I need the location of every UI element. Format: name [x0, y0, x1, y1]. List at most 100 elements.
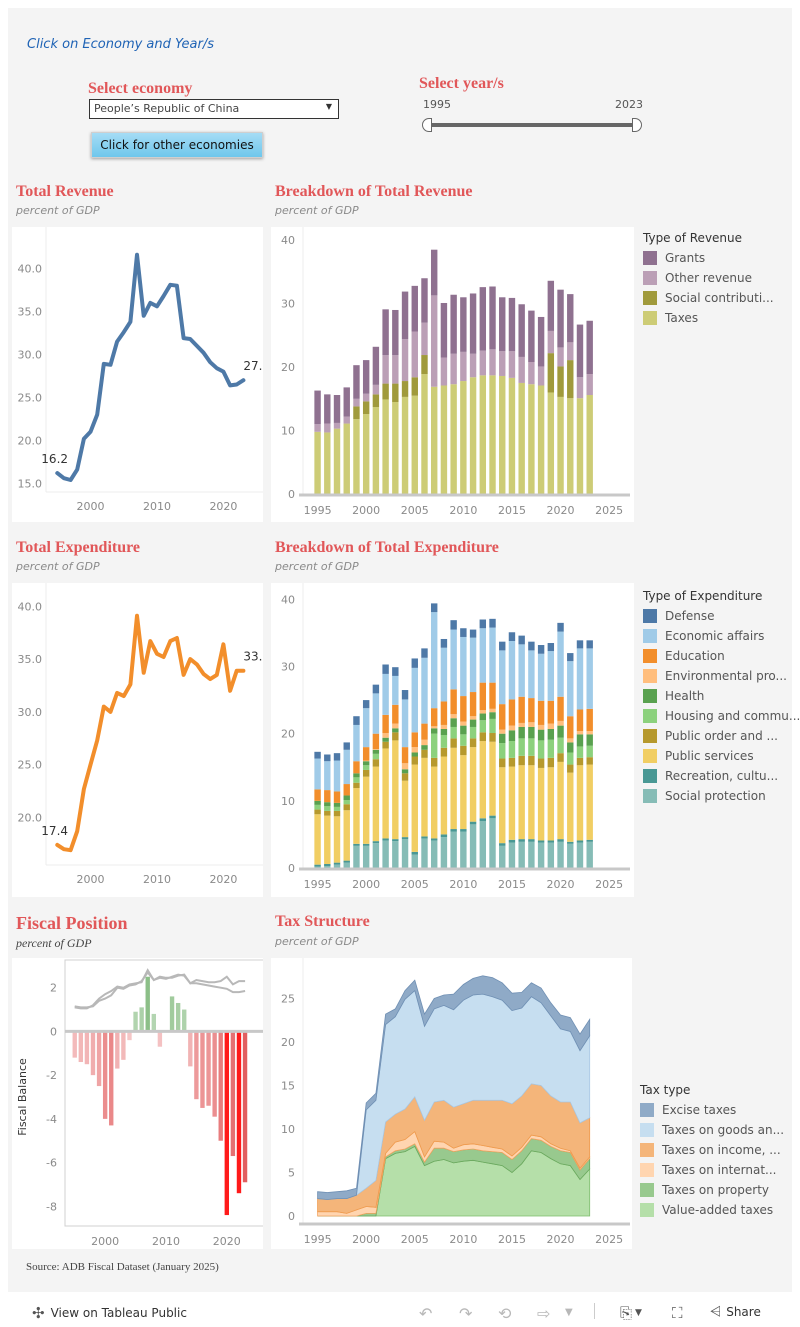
bar-segment [567, 294, 574, 343]
bar-segment [586, 839, 593, 842]
year-start-handle[interactable] [422, 118, 432, 132]
bar-segment [333, 806, 341, 811]
view-on-tableau-public-link[interactable]: ✣ View on Tableau Public [32, 1304, 187, 1322]
legend-item[interactable]: Economic affairs [643, 626, 800, 646]
legend-item[interactable]: Taxes on goods an... [640, 1120, 784, 1140]
x-tick-label: 2020 [547, 1233, 575, 1246]
legend-item[interactable]: Housing and commu... [643, 706, 800, 726]
legend-item[interactable]: Taxes on internat... [640, 1160, 784, 1180]
legend-item[interactable]: Health [643, 686, 800, 706]
legend-swatch [640, 1183, 654, 1197]
source-note: Source: ADB Fiscal Dataset (January 2025… [26, 1261, 219, 1273]
legend-item[interactable]: Taxes [643, 308, 774, 328]
year-end-handle[interactable] [632, 118, 642, 132]
legend-item[interactable]: Grants [643, 248, 774, 268]
legend-label: Environmental pro... [665, 669, 787, 683]
bar-segment [499, 729, 506, 734]
other-economies-button[interactable]: Click for other economies [91, 132, 263, 158]
bar-segment [557, 622, 564, 632]
bar-segment [333, 810, 341, 817]
bar-segment [324, 790, 331, 803]
x-tick-label: 2020 [547, 504, 575, 517]
tableau-logo-icon: ✣ [32, 1304, 45, 1322]
bar-segment [372, 753, 380, 760]
bar-segment [469, 629, 477, 638]
legend-label: Grants [665, 251, 706, 265]
revenue-breakdown-chart[interactable]: 0 10 20 30 40 1995 2000 2005 2010 2015 2020 2025 [271, 227, 634, 522]
bar-segment [372, 766, 380, 842]
bar-segment [499, 843, 506, 846]
bar-segment [362, 747, 370, 761]
year-range-slider[interactable] [431, 123, 641, 127]
bar-segment [353, 419, 360, 494]
legend-item[interactable]: Taxes on income, ... [640, 1140, 784, 1160]
y-tick-label: 20.0 [18, 811, 43, 824]
legend-label: Value-added taxes [662, 1203, 774, 1217]
bar-segment [450, 620, 457, 630]
y-tick-label: 30 [281, 661, 295, 674]
legend-item[interactable]: Other revenue [643, 268, 774, 288]
x-tick-label: 2000 [77, 873, 105, 886]
bar-segment [382, 838, 389, 841]
bar-segment [557, 737, 564, 754]
bar-segment [362, 843, 370, 846]
redo-icon[interactable]: ↷ [459, 1304, 473, 1323]
bar-segment [382, 309, 389, 356]
bar-segment [508, 699, 516, 726]
bar-segment [576, 765, 584, 841]
bar-segment [469, 377, 477, 494]
total-revenue-chart[interactable]: 15.0 20.0 25.0 30.0 35.0 40.0 2000 2010 2020 16.2… [12, 227, 263, 522]
bar-segment [508, 351, 516, 378]
legend-item[interactable]: Excise taxes [640, 1100, 784, 1120]
revert-icon[interactable]: ⟲ [498, 1304, 512, 1323]
expenditure-breakdown-chart[interactable]: 0 10 20 30 40 1995 2000 2005 2010 2015 2020 2025 [271, 583, 634, 897]
bar-segment [362, 414, 370, 494]
bar-segment [362, 845, 370, 868]
y-tick-label: 30 [281, 298, 295, 311]
share-button[interactable]: ⩤ Share [710, 1304, 761, 1320]
legend-item[interactable]: Social protection [643, 786, 800, 806]
data-label: 33.9 [243, 650, 263, 664]
legend-item[interactable]: Public services [643, 746, 800, 766]
bar-segment [460, 636, 467, 697]
fiscal-position-chart[interactable]: -8 -6 -4 -2 0 2 2000 2010 2020 Fiscal Balance [12, 958, 263, 1249]
legend-item[interactable]: Recreation, cultu... [643, 766, 800, 786]
legend-item[interactable]: Taxes on property [640, 1180, 784, 1200]
legend-swatch [643, 251, 657, 265]
bar-segment [450, 831, 457, 868]
balance-bar [188, 1031, 193, 1067]
legend-label: Health [665, 689, 705, 703]
bar-segment [479, 350, 487, 376]
bar-segment [537, 758, 545, 768]
bar-segment [421, 745, 428, 750]
legend-item[interactable]: Education [643, 646, 800, 666]
legend-label: Housing and commu... [665, 709, 800, 723]
bar-segment [401, 763, 409, 770]
tableau-toolbar: ✣ View on Tableau Public ↶ ↷ ⟲ ⇨ ▼ ⎘ ▼ ⛶ … [0, 1297, 800, 1327]
x-tick-label: 2000 [352, 878, 380, 891]
economy-dropdown[interactable]: People’s Republic of China ▼ [89, 99, 339, 119]
refresh-icon[interactable]: ⇨ [537, 1304, 551, 1323]
fullscreen-icon[interactable]: ⛶ [672, 1304, 683, 1322]
download-icon[interactable]: ⎘ ▼ [620, 1304, 642, 1322]
legend-item[interactable]: Public order and ... [643, 726, 800, 746]
bar-segment [372, 346, 380, 385]
total-expenditure-chart[interactable]: 20.0 25.0 30.0 35.0 40.0 2000 2010 2020 17.4 33.9 [12, 583, 263, 897]
legend-swatch [643, 629, 657, 643]
refresh-dropdown-icon[interactable]: ▼ [565, 1307, 573, 1318]
legend-item[interactable]: Social contributi... [643, 288, 774, 308]
bar-segment [528, 738, 535, 756]
legend-item[interactable]: Environmental pro... [643, 666, 800, 686]
y-tick-label: 25.0 [18, 759, 43, 772]
bar-segment [547, 739, 555, 758]
x-tick-label: 2020 [209, 500, 237, 513]
legend-label: Excise taxes [662, 1103, 737, 1117]
legend-item[interactable]: Value-added taxes [640, 1200, 784, 1220]
bar-segment [460, 725, 467, 735]
legend-item[interactable]: Defense [643, 606, 800, 626]
bar-segment [372, 693, 380, 734]
bar-segment [547, 330, 555, 354]
undo-icon[interactable]: ↶ [419, 1304, 433, 1323]
y-tick-label: 40.0 [18, 600, 43, 613]
